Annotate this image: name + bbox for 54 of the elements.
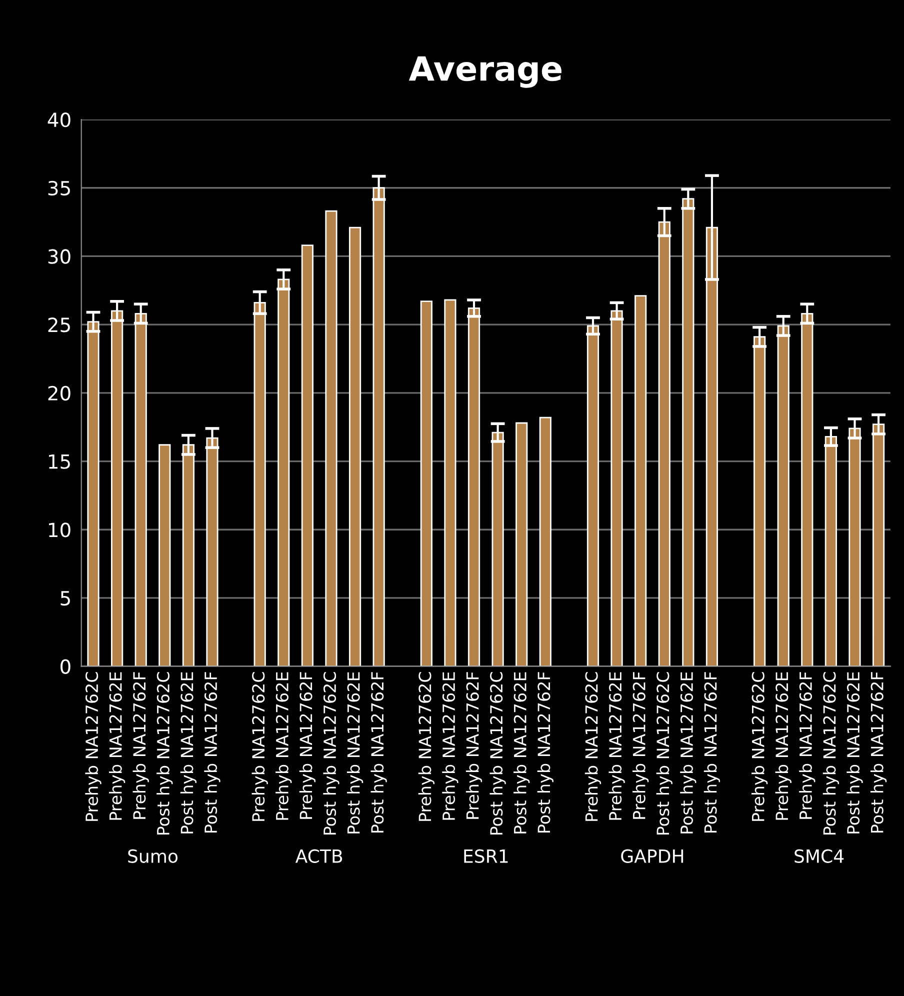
bar (301, 244, 314, 666)
bar (348, 226, 362, 666)
bar (634, 295, 647, 666)
bar (516, 422, 528, 666)
x-tick-label: Prehyb NA12762F (299, 672, 316, 819)
bar (325, 210, 338, 666)
x-tick-label: Post hyb NA12762E (514, 672, 530, 834)
x-tick-label: Post hyb NA12762C (323, 672, 340, 835)
x-tick-label: Prehyb NA12762E (108, 672, 126, 820)
x-tick-label: Post hyb NA12762F (370, 672, 387, 832)
x-tick-label: Prehyb NA12762E (442, 672, 458, 820)
x-tick-label: Post hyb NA12762E (680, 672, 696, 834)
x-tick-label: Post hyb NA12762C (656, 672, 672, 835)
x-tick-label: Prehyb NA12762C (85, 672, 102, 821)
text: ACTB (295, 849, 342, 863)
bar (539, 416, 552, 666)
x-tick-label: Prehyb NA12762F (799, 672, 816, 819)
x-tick-label: Prehyb NA12762E (608, 672, 625, 820)
x-tick-label: Post hyb NA12762F (204, 672, 220, 832)
x-tick-label: Prehyb NA12762F (132, 672, 149, 819)
text: ESR1 (464, 849, 508, 863)
y-tick-label: 5 (60, 591, 70, 606)
y-tick-label: 0 (60, 659, 70, 674)
y-tick-label: 25 (48, 318, 70, 332)
chart-title: Average (408, 56, 562, 88)
text: Sumo (128, 849, 178, 863)
bar (444, 299, 456, 666)
x-tick-label: Prehyb NA12762C (252, 672, 268, 821)
x-tick-label: Post hyb NA12762E (346, 672, 364, 834)
x-tick-label: Prehyb NA12762E (276, 672, 292, 820)
x-tick-label: Prehyb NA12762F (466, 672, 482, 819)
x-tick-label: Post hyb NA12762F (870, 672, 887, 832)
bar (420, 300, 432, 666)
x-tick-label: Prehyb NA12762F (632, 672, 649, 819)
x-tick-label: Post hyb NA12762F (704, 672, 720, 832)
y-tick-label: 30 (48, 249, 70, 264)
x-tick-label: Prehyb NA12762C (418, 672, 434, 821)
x-tick-label: Post hyb NA12762F (537, 672, 554, 832)
y-tick-label: 15 (49, 454, 70, 469)
y-tick-label: 40 (48, 112, 70, 128)
x-tick-label: Post hyb NA12762E (846, 672, 863, 834)
x-tick-label: Post hyb NA12762C (822, 672, 840, 835)
x-tick-label: Prehyb NA12762C (751, 672, 768, 821)
x-tick-label: Post hyb NA12762E (180, 672, 197, 834)
y-tick-label: 35 (48, 180, 70, 196)
x-tick-label: Prehyb NA12762E (775, 672, 792, 820)
y-tick-label: 20 (48, 386, 70, 401)
x-tick-label: Post hyb NA12762C (490, 672, 506, 835)
text: GAPDH (621, 849, 684, 863)
x-tick-label: Post hyb NA12762C (156, 672, 173, 835)
bar (158, 444, 171, 666)
y-tick-label: 10 (49, 522, 70, 538)
x-tick-label: Prehyb NA12762C (584, 672, 602, 821)
text: SMC4 (794, 849, 844, 863)
